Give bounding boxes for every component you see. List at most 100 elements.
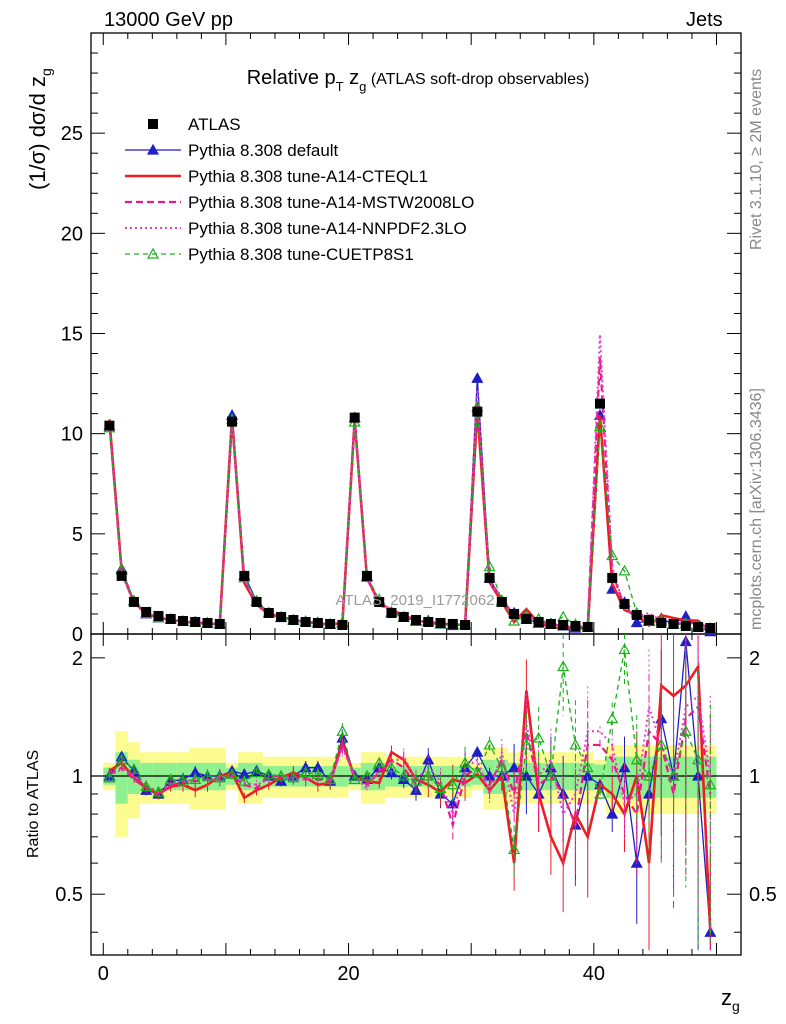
atlas-point [447, 618, 458, 629]
marker-cuetp8s1 [618, 564, 631, 576]
atlas-point [288, 614, 299, 625]
atlas-point [594, 398, 605, 409]
atlas-point [386, 607, 397, 618]
atlas-point [202, 617, 213, 628]
marker-default [471, 372, 484, 383]
marker-cuetp8s1 [495, 761, 508, 773]
marker-cuetp8s1 [409, 774, 423, 786]
ratio-tick-label: 2 [72, 648, 83, 670]
marker-cuetp8s1 [262, 768, 275, 779]
marker-cuetp8s1 [606, 712, 619, 724]
atlas-point [214, 618, 225, 629]
marker-cuetp8s1 [373, 756, 386, 768]
marker-cuetp8s1 [630, 753, 643, 765]
atlas-point [521, 613, 532, 624]
atlas-point [545, 618, 556, 629]
marker-cuetp8s1 [704, 778, 717, 790]
atlas-point [165, 613, 176, 624]
atlas-point [104, 420, 115, 431]
marker-cuetp8s1 [520, 738, 533, 750]
atlas-point [668, 618, 679, 629]
marker-cuetp8s1 [250, 766, 263, 778]
marker-cuetp8s1 [667, 769, 680, 781]
marker-cuetp8s1 [152, 785, 165, 797]
marker-cuetp8s1 [557, 660, 570, 672]
ratio-tick-label: 1 [72, 766, 83, 788]
marker-default [471, 745, 484, 757]
atlas-point [276, 611, 287, 622]
marker-cuetp8s1 [446, 778, 459, 790]
ratio-tick-label: 0.5 [55, 884, 83, 906]
marker-cuetp8s1 [593, 787, 606, 799]
marker-cuetp8s1 [459, 756, 472, 768]
y-tick-label: 10 [61, 424, 83, 446]
ratio-tick-label: 0.5 [749, 884, 777, 906]
legend-label-default: Pythia 8.308 default [188, 141, 339, 160]
y-tick-label: 5 [72, 524, 83, 546]
y-tick-label: 25 [61, 123, 83, 145]
atlas-point [656, 617, 667, 628]
header-right: Jets [686, 9, 723, 31]
lower-frame [90, 633, 742, 956]
legend-label-cuetp8s1: Pythia 8.308 tune-CUETP8S1 [188, 245, 414, 264]
marker-cuetp8s1 [508, 614, 521, 626]
marker-cuetp8s1 [434, 782, 447, 793]
atlas-point [349, 412, 360, 423]
marker-cuetp8s1 [679, 725, 692, 736]
atlas-point [570, 620, 581, 631]
atlas-point [460, 619, 471, 630]
marker-cuetp8s1 [618, 643, 631, 655]
atlas-point [558, 619, 569, 630]
atlas-point [631, 609, 642, 620]
marker-cuetp8s1 [360, 769, 373, 781]
marker-cuetp8s1 [336, 725, 349, 736]
atlas-point [496, 596, 507, 607]
atlas-point [177, 615, 188, 626]
atlas-point [325, 618, 336, 629]
marker-cuetp8s1 [606, 549, 619, 561]
atlas-point [411, 614, 421, 625]
atlas-point [116, 570, 127, 581]
atlas-point [361, 570, 372, 581]
atlas-point [423, 616, 434, 627]
atlas-point [509, 608, 520, 619]
atlas-point [141, 606, 152, 617]
atlas-point [435, 617, 446, 628]
y-tick-label: 15 [61, 324, 83, 346]
marker-cuetp8s1 [311, 768, 324, 779]
legend-label-cteql1: Pythia 8.308 tune-A14-CTEQL1 [188, 167, 428, 186]
marker-cuetp8s1 [385, 761, 398, 773]
chart-title: Relative pT zg (ATLAS soft-drop observab… [247, 67, 590, 94]
marker-cuetp8s1 [115, 753, 128, 765]
marker-cuetp8s1 [299, 766, 312, 778]
marker-cuetp8s1 [544, 769, 557, 781]
marker-cuetp8s1 [642, 769, 656, 781]
marker-cuetp8s1 [508, 843, 521, 855]
y-axis-label: (1/σ) dσ/d zg [25, 68, 54, 190]
atlas-point [693, 621, 704, 632]
marker-cuetp8s1 [201, 769, 214, 781]
marker-cuetp8s1 [593, 420, 606, 432]
marker-cuetp8s1 [581, 761, 594, 773]
marker-cuetp8s1 [103, 771, 116, 783]
marker-cuetp8s1 [348, 773, 361, 785]
atlas-point [190, 616, 201, 627]
marker-cuetp8s1 [422, 769, 435, 781]
atlas-point [680, 620, 691, 631]
x-tick-label: 20 [337, 963, 359, 985]
atlas-point [239, 570, 250, 581]
ratio-line-cteql1 [108, 662, 712, 933]
atlas-point [472, 406, 483, 417]
x-tick-label: 0 [98, 963, 109, 985]
marker-cuetp8s1 [397, 769, 410, 781]
atlas-point [300, 616, 311, 627]
atlas-point [607, 572, 618, 583]
header-left: 13000 GeV pp [104, 9, 233, 31]
ratio-line-cuetp8s1 [108, 649, 711, 850]
series-line-mstw [108, 357, 711, 630]
marker-cuetp8s1 [483, 738, 496, 750]
marker-cuetp8s1 [287, 771, 300, 783]
marker-cuetp8s1 [483, 560, 496, 572]
y-tick-label: 20 [61, 223, 83, 245]
